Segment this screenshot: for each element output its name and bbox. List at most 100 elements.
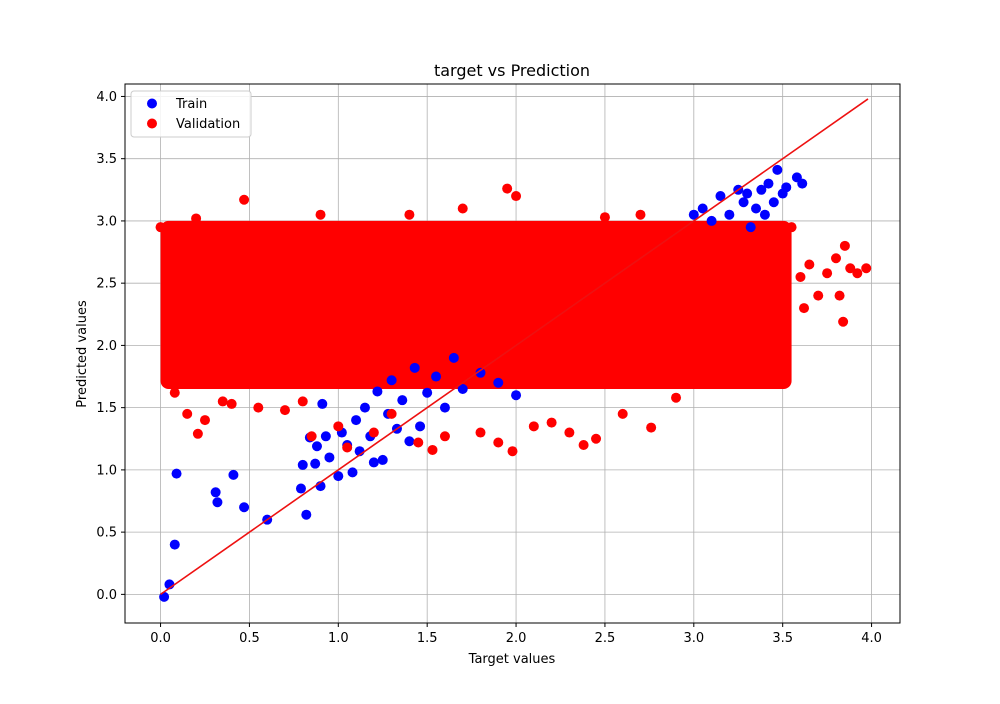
train-point [475, 367, 486, 378]
legend-marker-validation [147, 118, 157, 129]
y-tick-label: 0.0 [96, 588, 117, 603]
train-point [745, 222, 756, 233]
validation-point [839, 240, 850, 251]
y-tick-label: 3.0 [96, 214, 117, 229]
validation-point [457, 203, 468, 214]
data-points [155, 164, 872, 602]
validation-dense-region [160, 220, 792, 389]
validation-point [262, 234, 273, 245]
train-point [310, 458, 321, 469]
chart-title: target vs Prediction [434, 61, 590, 80]
validation-point [617, 408, 628, 419]
legend-label-train: Train [175, 97, 207, 112]
train-point [351, 415, 362, 426]
validation-point [564, 427, 575, 438]
validation-point [546, 417, 557, 428]
train-point [210, 487, 221, 498]
train-point [169, 539, 180, 550]
train-point [715, 191, 726, 202]
validation-point [804, 259, 815, 270]
validation-point [759, 253, 770, 264]
legend: Train Validation [130, 90, 252, 138]
validation-point [386, 408, 397, 419]
train-point [359, 402, 370, 413]
train-point [311, 441, 322, 452]
train-point [171, 468, 182, 479]
validation-point [199, 415, 210, 426]
train-point [457, 383, 468, 394]
validation-point [253, 402, 264, 413]
validation-point [297, 396, 308, 407]
train-point [295, 483, 306, 494]
validation-point [635, 209, 646, 220]
validation-point [831, 253, 842, 264]
train-point [697, 203, 708, 214]
series-validation [155, 183, 872, 457]
train-point [724, 209, 735, 220]
y-tick-label: 4.0 [96, 90, 117, 105]
validation-point [239, 194, 250, 205]
x-tick-label: 3.5 [772, 631, 793, 646]
validation-point [427, 444, 438, 455]
validation-point [671, 392, 682, 403]
train-point [448, 352, 459, 363]
train-point [797, 178, 808, 189]
train-point [297, 459, 308, 470]
validation-point [182, 408, 193, 419]
train-point [377, 454, 388, 465]
validation-point [226, 398, 237, 409]
x-tick-label: 2.0 [506, 631, 527, 646]
validation-point [591, 433, 602, 444]
x-axis-label: Target values [468, 652, 556, 667]
train-point [688, 209, 699, 220]
validation-point [799, 303, 810, 314]
validation-point [192, 428, 203, 439]
train-point [751, 203, 762, 214]
y-tick-label: 2.5 [96, 277, 117, 292]
train-point [320, 431, 331, 442]
train-point [763, 178, 774, 189]
validation-point [164, 327, 175, 338]
validation-point [822, 268, 833, 279]
y-tick-label: 1.0 [96, 463, 117, 478]
y-tick-label: 3.5 [96, 152, 117, 167]
identity-line [160, 98, 869, 596]
x-tick-label: 0.5 [239, 631, 260, 646]
train-point [422, 387, 433, 398]
validation-point [191, 213, 202, 224]
y-tick-label: 2.0 [96, 339, 117, 354]
y-tick-label: 1.5 [96, 401, 117, 416]
x-tick-label: 2.5 [595, 631, 616, 646]
validation-point [507, 446, 518, 457]
validation-point [413, 437, 424, 448]
train-point [404, 436, 415, 447]
train-point [212, 497, 223, 508]
validation-dense-band [160, 220, 792, 389]
validation-point [795, 271, 806, 282]
train-point [756, 184, 767, 195]
validation-point [235, 303, 246, 314]
train-point [439, 402, 450, 413]
train-point [333, 471, 344, 482]
train-point [239, 502, 250, 513]
train-point [511, 390, 522, 401]
validation-point [217, 396, 228, 407]
validation-point [599, 212, 610, 223]
train-point [324, 452, 335, 463]
x-tick-label: 1.0 [328, 631, 349, 646]
train-point [493, 377, 504, 388]
validation-point [724, 365, 735, 376]
train-point [768, 197, 779, 208]
validation-point [528, 421, 539, 432]
validation-point [777, 280, 788, 291]
y-tick-label: 0.5 [96, 526, 117, 541]
validation-point [404, 209, 415, 220]
validation-point [315, 209, 326, 220]
train-point [317, 398, 328, 409]
validation-point [688, 247, 699, 258]
validation-point [368, 427, 379, 438]
validation-point [351, 228, 362, 239]
y-axis-ticks: 0.0 0.5 1.0 1.5 2.0 2.5 3.0 3.5 4.0 [96, 90, 125, 603]
train-point [372, 386, 383, 397]
